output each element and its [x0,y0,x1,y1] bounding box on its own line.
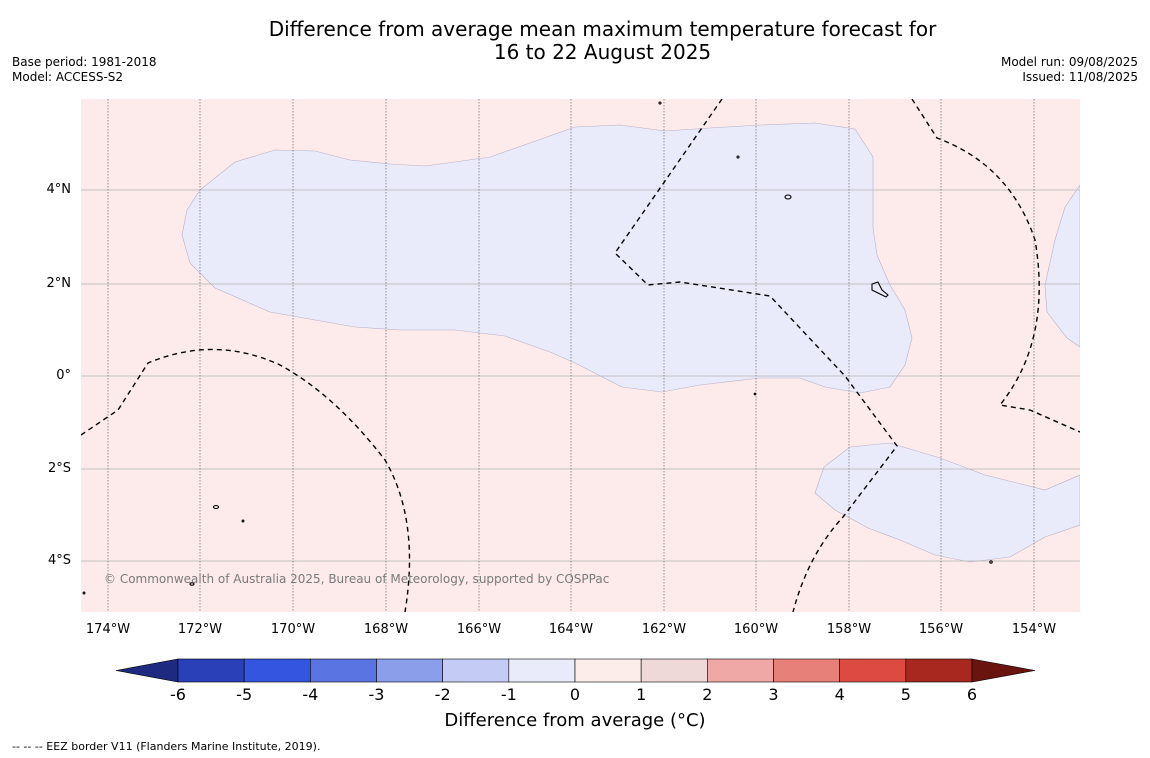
cool-region-east [1044,184,1080,348]
lon-label-174w: 174°W [85,622,131,637]
map-title-line2: 16 to 22 August 2025 [493,40,712,64]
colorbar-segment [574,658,642,683]
cool-region-north [181,122,913,394]
island-j [82,591,86,595]
colorbar-extend-high [971,658,1036,683]
colorbar-tick-label: 0 [569,685,581,704]
model-name: Model: ACCESS-S2 [12,70,124,84]
colorbar-title: Difference from average (°C) [444,710,706,731]
lon-label-156w: 156°W [918,622,964,637]
lat-label-2n: 2°N [46,276,72,291]
colorbar-tick-label: -6 [170,685,186,704]
island-i [989,560,993,564]
colorbar-segment [839,658,907,683]
colorbar-segment [310,658,377,683]
lat-label-4n: 4°N [46,182,72,197]
colorbar-tick-label: 1 [636,685,647,704]
colorbar-tick-label: 3 [768,685,779,704]
island-a [784,194,792,200]
model-run-date: Model run: 09/08/2025 [1000,55,1138,69]
run-info: Model run: 09/08/2025 Issued: 11/08/2025 [1001,55,1138,85]
lon-label-172w: 172°W [177,622,223,637]
colorbar-tick-label: 5 [900,685,911,704]
colorbar-tick-label: 4 [834,685,845,704]
longitude-gridlines [107,99,1035,612]
lon-label-162w: 162°W [641,622,687,637]
colorbar-segment [508,658,576,683]
island-c [212,504,220,510]
lon-label-160w: 160°W [733,622,779,637]
map-title-line1: Difference from average mean maximum tem… [268,17,937,41]
issued-date: Issued: 11/08/2025 [1022,70,1138,84]
colorbar-segment [905,658,973,683]
map-title: Difference from average mean maximum tem… [175,18,1030,64]
island-h [753,392,757,396]
colorbar-tick-label: -5 [236,685,253,704]
lon-label-170w: 170°W [270,622,316,637]
colorbar-segment [773,658,840,683]
eez-borders [81,99,1080,612]
model-info: Base period: 1981-2018 Model: ACCESS-S2 [12,55,157,85]
lon-label-154w: 154°W [1011,622,1057,637]
island-d [189,582,195,586]
lon-label-168w: 168°W [363,622,409,637]
colorbar-segment [707,658,774,683]
colorbar-tick-label: 6 [966,685,978,704]
lon-label-158w: 158°W [826,622,872,637]
colorbar-tick-label: -1 [500,685,517,704]
eez-border-central [614,99,898,612]
lat-label-4s: 4°S [47,553,71,568]
lon-label-166w: 166°W [456,622,502,637]
island-e [658,101,662,105]
colorbar-extend-low [115,658,179,683]
cool-anomaly-regions [181,122,1080,563]
copyright-notice: © Commonwealth of Australia 2025, Bureau… [104,572,610,586]
colorbar-tick-label: -4 [302,685,319,704]
map-plot-area [81,99,1080,612]
colorbar-tick-label: -3 [368,685,385,704]
eez-border-west [81,348,411,612]
island-f [736,155,740,159]
lat-label-0: 0° [56,368,71,383]
island-b [871,281,889,298]
colorbar-segment [376,658,443,683]
colorbar-segment [640,658,708,683]
colorbar-segment [243,658,311,683]
colorbar-segment [442,658,510,683]
colorbar [115,658,1036,683]
lat-label-2s: 2°S [47,461,71,476]
colorbar-segment [177,658,245,683]
island-g [241,519,245,523]
islands [82,101,993,595]
colorbar-tick-label: -2 [434,685,451,704]
eez-border-east [911,99,1080,433]
latitude-gridlines [81,189,1080,562]
base-period: Base period: 1981-2018 [12,55,157,69]
eez-footnote: -- -- -- EEZ border V11 (Flanders Marine… [12,740,321,753]
colorbar-tick-label: 2 [702,685,713,704]
lon-label-164w: 164°W [548,622,594,637]
